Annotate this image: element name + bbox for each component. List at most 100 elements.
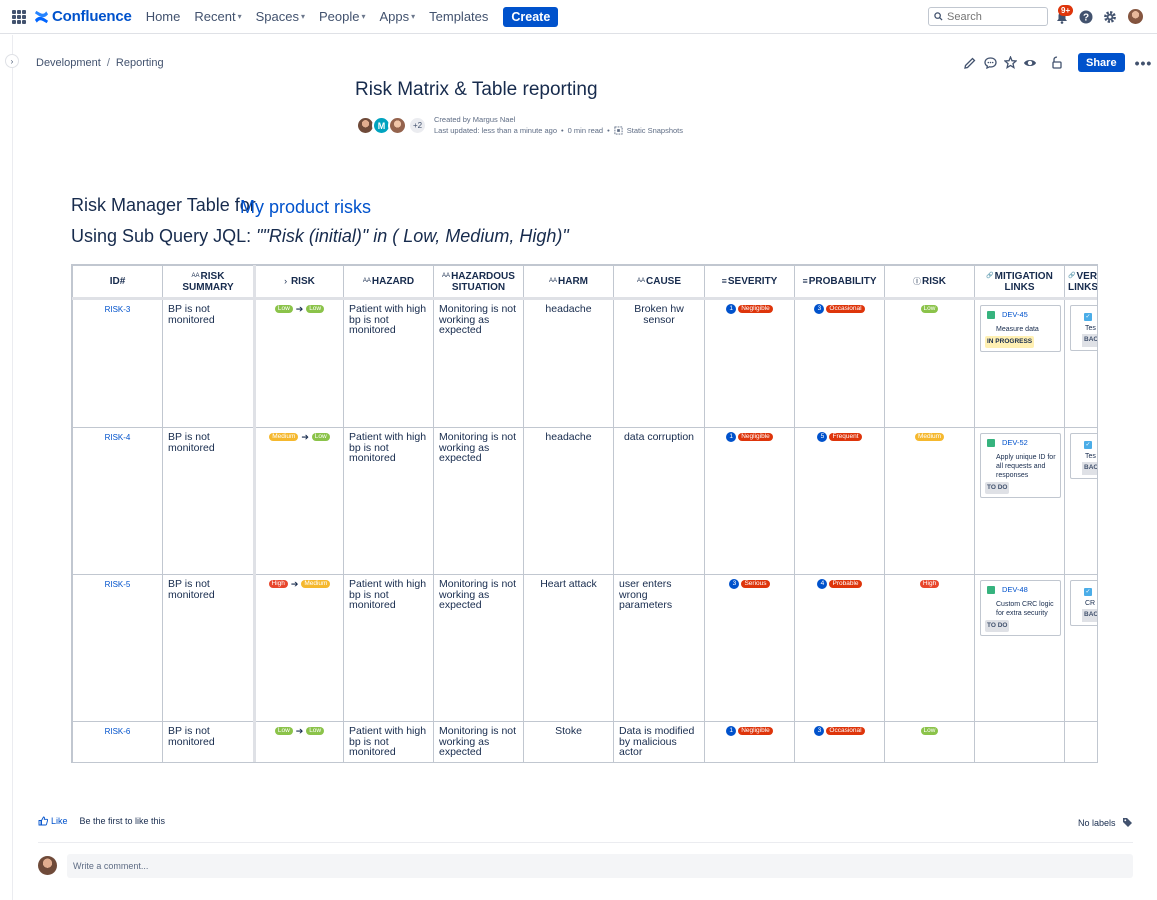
breadcrumb-development[interactable]: Development <box>36 57 101 69</box>
risk-to-lozenge: Low <box>311 433 330 442</box>
like-button[interactable]: Like <box>38 816 68 826</box>
nav-templates[interactable]: Templates <box>429 9 488 24</box>
col-header[interactable]: AaHarm <box>523 265 614 300</box>
issue-card[interactable]: DEV-52 Apply unique ID for all requests … <box>980 433 1061 498</box>
verification-cell: ✓ Tes id r BAC <box>1064 427 1097 575</box>
col-header[interactable]: ID# <box>72 265 163 300</box>
comment-input[interactable]: Write a comment... <box>67 854 1133 878</box>
text-field-icon: Aa <box>362 278 371 284</box>
confluence-logo[interactable]: Confluence <box>34 8 132 25</box>
risk-level-cell: Low <box>884 298 975 428</box>
severity-number: 1 <box>726 304 737 315</box>
settings-button[interactable] <box>1101 8 1119 26</box>
share-button[interactable]: Share <box>1078 53 1125 72</box>
col-header[interactable]: 🔗Verification Links <box>1064 265 1097 300</box>
col-header[interactable]: ⓘRisk <box>884 265 975 300</box>
arrow-right-icon: ➔ <box>295 304 304 314</box>
severity-cell: 3 Serious <box>704 574 795 722</box>
like-label: Like <box>51 816 68 826</box>
help-icon: ? <box>1079 10 1093 24</box>
issue-card[interactable]: DEV-48 Custom CRC logic for extra securi… <box>980 580 1061 636</box>
col-header[interactable]: AaHazard <box>343 265 434 300</box>
risk-level-lozenge: Low <box>920 727 939 736</box>
nav-people[interactable]: People ▾ <box>319 9 366 24</box>
app-switcher-icon[interactable] <box>12 9 26 24</box>
col-header[interactable]: ≡Severity <box>704 265 795 300</box>
text-field-icon: Aa <box>636 278 645 284</box>
risk-link[interactable]: RISK-4 <box>104 433 131 442</box>
risk-link[interactable]: RISK-5 <box>104 580 131 589</box>
dot-separator: • <box>607 126 610 135</box>
probability-lozenge: Occasional <box>826 727 865 736</box>
col-header-label: Risk <box>290 276 315 287</box>
contributors[interactable]: M +2 <box>356 116 427 135</box>
risk-transition-cell: High ➔ Medium <box>254 574 344 722</box>
issue-summary: Tes id r <box>1085 453 1097 460</box>
col-header[interactable]: AaHazardous Situation <box>433 265 524 300</box>
harm-cell: Heart attack <box>523 574 614 722</box>
issue-status: BAC <box>1082 462 1097 475</box>
issue-status: BAC <box>1082 609 1097 622</box>
story-icon <box>987 439 995 448</box>
nav-spaces[interactable]: Spaces ▾ <box>256 9 305 24</box>
issue-key[interactable]: DEV-45 <box>1002 310 1028 319</box>
situation-cell: Monitoring is not working as expected <box>433 427 524 575</box>
risk-to-lozenge: Medium <box>301 580 331 589</box>
risk-table-container[interactable]: ID# AaRisk Summary › Risk AaHazard AaHaz… <box>71 264 1098 763</box>
risk-link[interactable]: RISK-3 <box>104 305 131 314</box>
severity-cell: 1 Negligible <box>704 721 795 762</box>
summary-cell: BP is not monitored <box>162 574 256 722</box>
watch-button[interactable] <box>1022 55 1038 71</box>
issue-card[interactable]: ✓ Tes id r BAC <box>1070 433 1097 479</box>
profile-avatar[interactable] <box>1128 9 1143 24</box>
probability-number: 4 <box>817 579 828 590</box>
search-box[interactable] <box>928 7 1048 26</box>
col-header[interactable]: › Risk <box>254 265 344 300</box>
expand-sidebar-button[interactable]: › <box>5 54 19 68</box>
col-header[interactable]: AaRisk Summary <box>162 265 256 300</box>
text-field-icon: Aa <box>442 272 451 279</box>
heading-product-link[interactable]: My product risks <box>240 197 372 217</box>
more-contributors[interactable]: +2 <box>408 116 427 135</box>
more-actions-icon[interactable]: ••• <box>1134 54 1153 71</box>
create-button[interactable]: Create <box>503 6 559 27</box>
search-input[interactable] <box>947 10 1037 23</box>
col-header[interactable]: 🔗Mitigation Links <box>974 265 1065 300</box>
id-cell: RISK-6 <box>72 721 163 762</box>
cause-cell: Data is modified by malicious actor <box>613 721 705 762</box>
issue-key[interactable]: DEV-52 <box>1002 438 1028 447</box>
nav-home[interactable]: Home <box>146 9 181 24</box>
col-header[interactable]: ≡Probability <box>794 265 885 300</box>
list-field-icon: ≡ <box>802 276 808 286</box>
risk-link[interactable]: RISK-6 <box>104 727 131 736</box>
help-button[interactable]: ? <box>1077 8 1095 26</box>
col-header-label: Probability <box>808 276 877 287</box>
col-header-label: Harm <box>558 276 588 287</box>
sidebar-divider <box>12 35 13 900</box>
static-snapshots-link[interactable]: Static Snapshots <box>626 126 684 135</box>
issue-summary: Tes alg <box>1085 325 1097 332</box>
issue-card[interactable]: ✓ Tes alg BAC <box>1070 305 1097 351</box>
restrictions-button[interactable] <box>1048 55 1064 71</box>
chevron-down-icon: ▾ <box>300 12 305 21</box>
nav-recent[interactable]: Recent ▾ <box>194 9 241 24</box>
tag-icon[interactable] <box>1122 817 1133 828</box>
edit-button[interactable] <box>962 55 978 71</box>
issue-card[interactable]: ✓ CR tes BAC <box>1070 580 1097 626</box>
issue-key[interactable]: DEV-48 <box>1002 585 1028 594</box>
snapshot-icon <box>614 126 623 135</box>
chevron-down-icon: ▾ <box>411 12 416 21</box>
issue-card[interactable]: DEV-45 Measure data IN PROGRESS <box>980 305 1061 352</box>
nav-apps[interactable]: Apps ▾ <box>379 9 415 24</box>
risk-table: ID# AaRisk Summary › Risk AaHazard AaHaz… <box>72 265 1097 762</box>
col-header[interactable]: AaCause <box>613 265 705 300</box>
breadcrumb-reporting[interactable]: Reporting <box>115 57 164 69</box>
table-header-row: ID# AaRisk Summary › Risk AaHazard AaHaz… <box>72 265 1097 300</box>
comment-button[interactable] <box>982 55 998 71</box>
star-icon <box>1003 56 1017 69</box>
risk-level-cell: High <box>884 574 975 722</box>
link-field-icon: 🔗 <box>986 272 994 279</box>
star-button[interactable] <box>1002 55 1018 71</box>
story-icon <box>987 311 995 320</box>
probability-number: 5 <box>817 432 828 443</box>
